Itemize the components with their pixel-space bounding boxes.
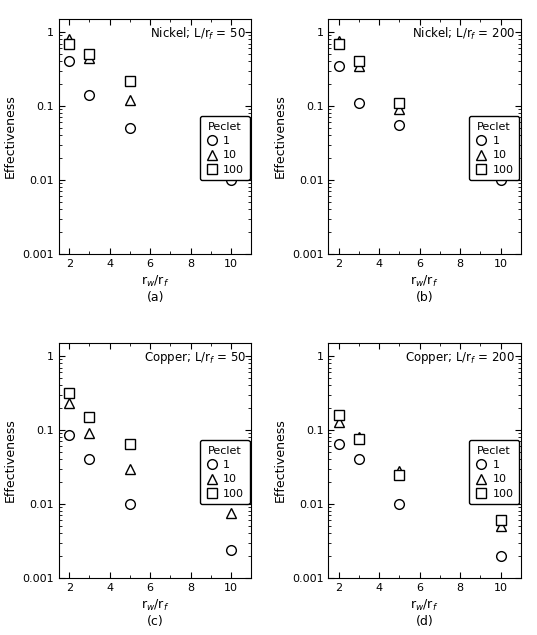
Line: 100: 100 — [333, 410, 505, 525]
Legend: 1, 10, 100: 1, 10, 100 — [200, 440, 250, 504]
100 — [396, 99, 403, 107]
Line: 100: 100 — [64, 39, 236, 130]
100 — [86, 413, 93, 421]
100 — [127, 440, 133, 448]
Line: 100: 100 — [333, 39, 505, 140]
Text: (b): (b) — [416, 291, 433, 304]
10 — [66, 36, 72, 43]
1 — [86, 91, 93, 99]
X-axis label: r$_w$/r$_f$: r$_w$/r$_f$ — [141, 598, 170, 613]
100 — [355, 58, 362, 65]
1 — [497, 552, 504, 559]
1 — [127, 124, 133, 132]
10 — [127, 465, 133, 472]
10 — [228, 509, 235, 517]
100 — [396, 471, 403, 478]
Text: (c): (c) — [147, 615, 164, 629]
Line: 10: 10 — [64, 34, 236, 149]
100 — [86, 51, 93, 58]
X-axis label: r$_w$/r$_f$: r$_w$/r$_f$ — [410, 598, 439, 613]
100 — [336, 411, 342, 418]
100 — [336, 40, 342, 48]
1 — [66, 431, 72, 439]
Line: 10: 10 — [333, 36, 505, 156]
1 — [228, 176, 235, 184]
Text: Copper; L/r$_f$ = 200: Copper; L/r$_f$ = 200 — [405, 350, 515, 366]
1 — [355, 99, 362, 107]
100 — [497, 131, 504, 139]
Legend: 1, 10, 100: 1, 10, 100 — [469, 440, 519, 504]
1 — [497, 176, 504, 184]
1 — [396, 121, 403, 129]
1 — [86, 455, 93, 463]
1 — [396, 500, 403, 508]
X-axis label: r$_w$/r$_f$: r$_w$/r$_f$ — [410, 274, 439, 290]
1 — [336, 62, 342, 70]
100 — [355, 436, 362, 443]
Y-axis label: Effectiveness: Effectiveness — [273, 95, 286, 178]
10 — [66, 399, 72, 407]
10 — [355, 433, 362, 441]
10 — [497, 523, 504, 530]
10 — [86, 429, 93, 437]
1 — [336, 440, 342, 448]
100 — [66, 389, 72, 396]
Line: 1: 1 — [64, 57, 236, 185]
1 — [355, 455, 362, 463]
10 — [396, 105, 403, 113]
10 — [355, 62, 362, 70]
Legend: 1, 10, 100: 1, 10, 100 — [200, 116, 250, 180]
100 — [497, 516, 504, 524]
X-axis label: r$_w$/r$_f$: r$_w$/r$_f$ — [141, 274, 170, 290]
10 — [497, 147, 504, 154]
Line: 10: 10 — [333, 417, 505, 531]
Legend: 1, 10, 100: 1, 10, 100 — [469, 116, 519, 180]
Line: 1: 1 — [333, 61, 505, 185]
10 — [336, 418, 342, 425]
Y-axis label: Effectiveness: Effectiveness — [273, 418, 286, 502]
Line: 1: 1 — [333, 439, 505, 561]
10 — [86, 54, 93, 62]
Text: Copper; L/r$_f$ = 50: Copper; L/r$_f$ = 50 — [143, 350, 246, 366]
Text: (a): (a) — [147, 291, 164, 304]
10 — [336, 37, 342, 45]
Y-axis label: Effectiveness: Effectiveness — [4, 95, 17, 178]
10 — [228, 141, 235, 149]
Text: Nickel; L/r$_f$ = 50: Nickel; L/r$_f$ = 50 — [150, 26, 246, 42]
Line: 100: 100 — [64, 388, 236, 503]
Line: 1: 1 — [64, 431, 236, 554]
1 — [66, 58, 72, 65]
1 — [228, 546, 235, 554]
Text: (d): (d) — [416, 615, 433, 629]
Line: 10: 10 — [64, 398, 236, 518]
10 — [396, 467, 403, 475]
100 — [66, 40, 72, 48]
Y-axis label: Effectiveness: Effectiveness — [4, 418, 17, 502]
100 — [127, 77, 133, 84]
Text: Nickel; L/r$_f$ = 200: Nickel; L/r$_f$ = 200 — [412, 26, 515, 42]
10 — [127, 97, 133, 104]
100 — [228, 494, 235, 502]
100 — [228, 121, 235, 129]
1 — [127, 500, 133, 508]
